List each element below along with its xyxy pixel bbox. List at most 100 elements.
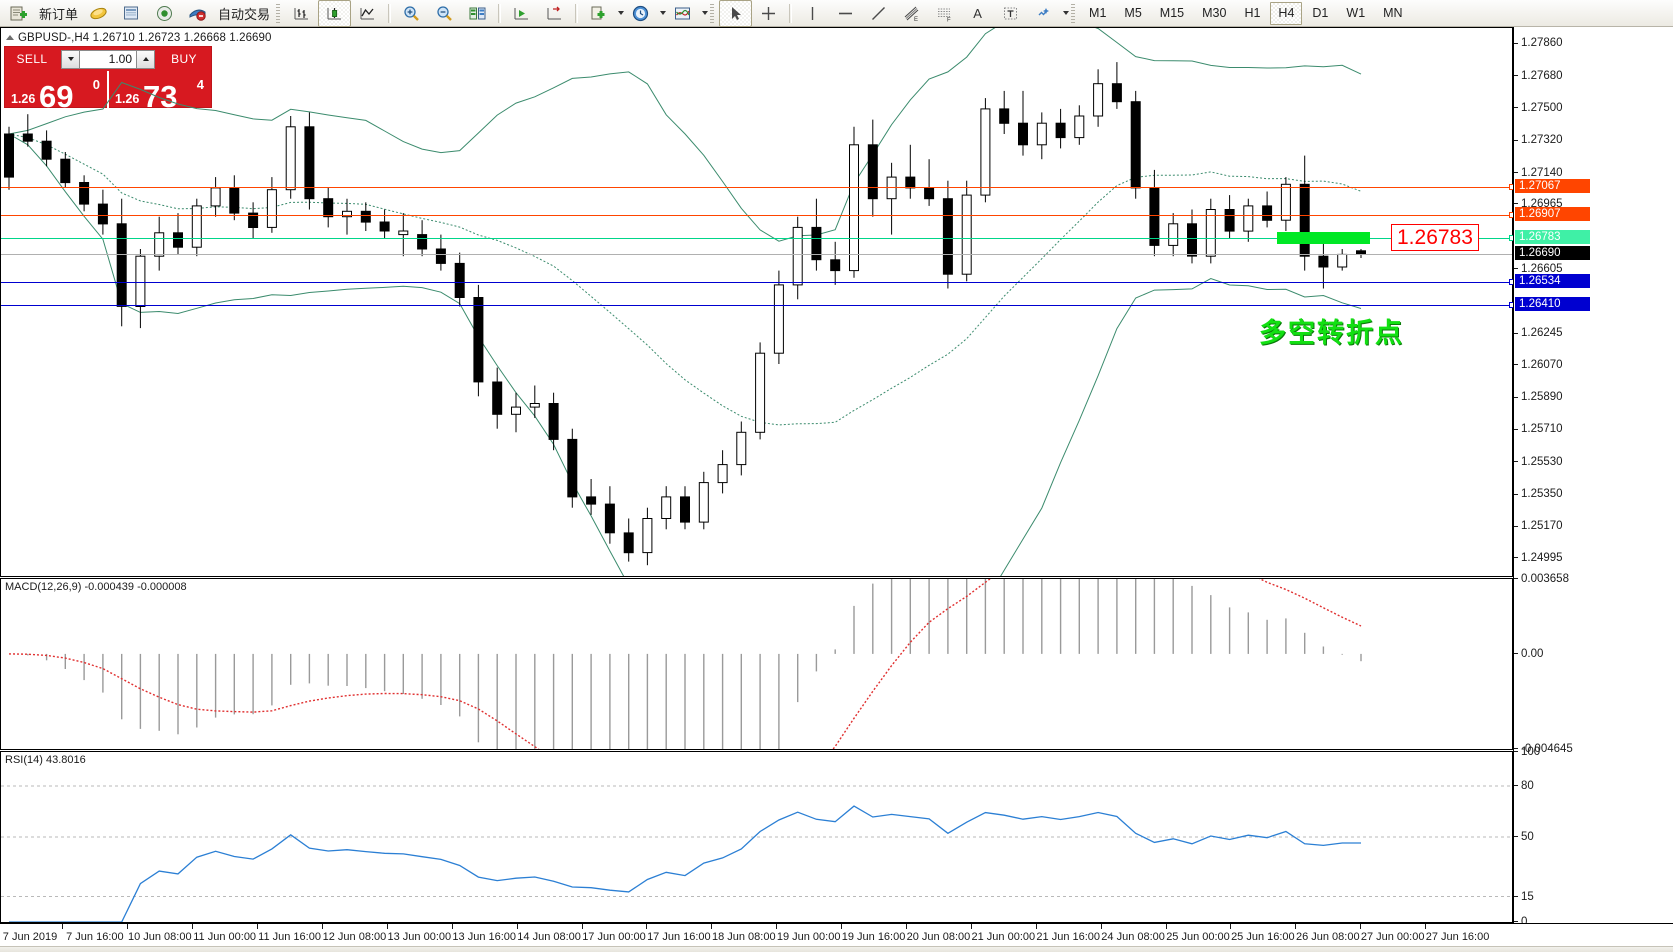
timeframe-m1-button[interactable]: M1 [1089,5,1107,20]
new-order-label[interactable]: 新订单 [39,6,79,22]
rsi-tick: 100 [1514,746,1540,758]
highlight-box[interactable] [1277,231,1370,245]
indicators-icon[interactable] [148,0,181,27]
time-label: 7 Jun 2019 [2,931,58,943]
macd-pane[interactable]: MACD(12,26,9) -0.000439 -0.000008 [0,578,1513,750]
time-label: 12 Jun 08:00 [322,931,387,943]
vertical-line-icon[interactable] [796,0,829,27]
chart-shift-icon[interactable] [461,0,494,27]
chinese-annotation[interactable]: 多空转折点 [1259,318,1404,348]
auto-scroll-icon[interactable] [505,0,538,27]
autotrading-icon[interactable] [181,0,214,27]
toolbar-grip-charts[interactable] [276,3,281,23]
symbol-ohlc-text: GBPUSD-,H4 1.26710 1.26723 1.26668 1.266… [18,32,272,44]
templates-dropdown-caret-icon[interactable] [618,11,625,15]
status-bar [0,946,1673,952]
candlestick-chart-icon[interactable] [318,0,352,27]
buy-button[interactable]: BUY [171,52,197,66]
crosshair-icon[interactable] [752,0,785,27]
level-line-resistance-2[interactable] [1,215,1512,217]
price-tick: 1.24995 [1514,552,1563,564]
price-tag-support-1[interactable]: 1.26534 [1515,274,1590,289]
time-separator [62,924,64,929]
price-tick: 1.26605 [1514,263,1563,275]
price-tick: 1.26965 [1514,198,1563,210]
volume-stepper[interactable]: 1.00 [61,49,155,69]
symbol-header: GBPUSD-,H4 1.26710 1.26723 1.26668 1.266… [6,32,272,44]
templates-icon[interactable] [582,0,615,27]
time-label: 21 Jun 16:00 [1036,931,1101,943]
line-chart-icon[interactable] [351,0,384,27]
level-line-support-2[interactable] [1,304,1512,306]
timeframe-h4-button[interactable]: H4 [1270,1,1303,25]
text-icon[interactable]: A [973,5,982,21]
text-label-icon[interactable] [994,0,1027,27]
level-line-support-1[interactable] [1,282,1512,284]
timeframe-h1-button[interactable]: H1 [1244,5,1261,20]
toolbar-grip-tools[interactable] [710,3,715,23]
toolbar-grip-timeframes[interactable] [1071,3,1076,23]
objects-dropdown-caret-icon[interactable] [1063,11,1070,15]
timeframe-d1-button[interactable]: D1 [1312,5,1329,20]
price-tick: 1.25530 [1514,456,1563,468]
indicator-dropdown-caret-icon[interactable] [702,11,709,15]
cursor-icon[interactable] [719,0,753,27]
price-tick: 1.27680 [1514,70,1563,82]
rsi-pane[interactable]: RSI(14) 43.8016 [0,751,1513,923]
timeframe-m30-button[interactable]: M30 [1202,5,1227,20]
periodicity-icon[interactable] [624,0,657,27]
trendline-icon[interactable] [862,0,895,27]
price-tag-signal-level[interactable]: 1.26783 [1515,229,1590,244]
timeframe-m15-button[interactable]: M15 [1159,5,1185,20]
periodicity-dropdown-caret-icon[interactable] [660,11,667,15]
volume-increase-button[interactable] [136,49,155,69]
expert-advisors-icon[interactable] [82,0,115,27]
price-tick: 1.25890 [1514,391,1563,403]
price-tick: 1.27500 [1514,102,1563,114]
chart-shift-arrow-icon[interactable] [538,0,571,27]
objects-icon[interactable] [1027,0,1060,27]
level-line-last-price[interactable] [1,254,1512,256]
chart-area[interactable]: GBPUSD-,H4 1.26710 1.26723 1.26668 1.266… [0,27,1673,952]
volume-input[interactable]: 1.00 [80,49,136,69]
level-line-signal-level[interactable] [1,237,1512,239]
new-order-button[interactable] [2,0,35,27]
autotrading-label[interactable]: 自动交易 [218,6,271,22]
bar-chart-icon[interactable] [285,0,318,27]
fibonacci-icon[interactable]: F [928,0,961,27]
collapse-arrow-icon[interactable] [6,35,14,40]
time-label: 7 Jun 16:00 [66,931,124,943]
macd-tick: 0.003658 [1514,573,1569,585]
volume-decrease-button[interactable] [61,49,80,69]
price-axis[interactable]: 1.27860 1.27680 1.27500 1.27320 1.27140 1.269… [1513,27,1673,928]
time-label: 17 Jun 00:00 [582,931,646,943]
sell-button[interactable]: SELL [16,52,48,66]
data-window-icon[interactable] [115,0,148,27]
sell-price-fraction: 0 [92,77,100,92]
price-callout[interactable]: 1.26783 [1391,223,1479,251]
sell-price-display[interactable]: 1.26 69 0 [5,71,109,114]
price-tag-resistance-2[interactable]: 1.26907 [1515,207,1590,222]
equidistant-channel-icon[interactable]: E [895,0,928,27]
price-tag-support-2[interactable]: 1.26410 [1515,296,1590,311]
timeframe-w1-button[interactable]: W1 [1346,5,1366,20]
zoom-in-icon[interactable] [395,0,428,27]
toolbar-separator-2 [498,3,502,23]
price-tag-last-price[interactable]: 1.26690 [1515,246,1590,261]
time-separator [1035,924,1037,929]
time-separator [581,924,583,929]
buy-price-display[interactable]: 1.26 73 4 [109,71,211,114]
one-click-trading-panel[interactable]: SELL 1.00 BUY 1.26 69 0 1.26 73 4 [4,46,212,114]
timeframe-mn-button[interactable]: MN [1383,5,1403,20]
time-label: 10 Jun 08:00 [127,931,192,943]
time-separator [1425,924,1427,929]
indicator-list-icon[interactable] [666,0,699,27]
level-line-resistance-1[interactable] [1,186,1512,188]
price-tag-resistance-1[interactable]: 1.27067 [1515,178,1590,193]
price-pane[interactable]: 1.26783 多空转折点 [0,27,1515,577]
horizontal-line-icon[interactable] [829,0,862,27]
candlestick-canvas [4,28,1366,576]
zoom-out-icon[interactable] [428,0,461,27]
timeframe-m5-button[interactable]: M5 [1124,5,1142,20]
